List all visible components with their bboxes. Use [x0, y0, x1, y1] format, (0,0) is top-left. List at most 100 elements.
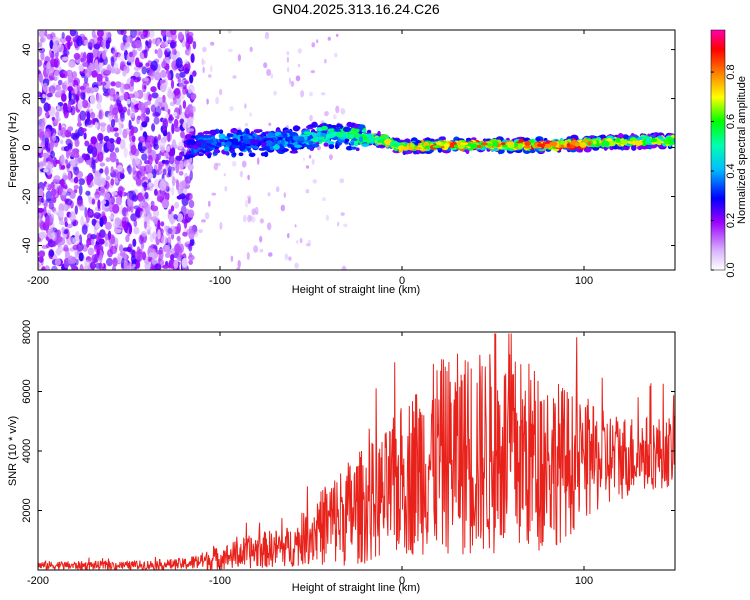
heatmap-speckle — [38, 256, 44, 263]
heatmap-speckle — [50, 188, 57, 197]
heatmap-speckle — [154, 188, 158, 196]
heatmap-speckle — [138, 234, 144, 245]
heatmap-speckle — [44, 141, 49, 149]
heatmap-speckle — [80, 92, 86, 100]
heatmap-signal-cell — [587, 141, 592, 146]
heatmap-speckle — [85, 190, 91, 196]
heatmap-speckle — [122, 216, 129, 225]
heatmap-signal-cell — [248, 152, 256, 158]
heatmap-speckle — [38, 59, 43, 67]
heatmap-y-tick-label: 0 — [21, 144, 33, 150]
heatmap-speckle — [112, 107, 119, 116]
heatmap-speckle — [132, 238, 137, 247]
heatmap-signal-cell — [361, 129, 367, 133]
heatmap-signal-cell — [202, 150, 206, 154]
heatmap-speckle — [116, 30, 125, 35]
heatmap-speckle — [340, 212, 345, 216]
heatmap-signal-cell — [600, 134, 606, 139]
heatmap-speckle — [42, 93, 46, 99]
heatmap-speckle — [341, 265, 347, 270]
heatmap-speckle — [167, 227, 173, 235]
heatmap-speckle — [232, 75, 237, 79]
heatmap-signal-cell — [225, 141, 232, 147]
heatmap-signal-cell — [278, 134, 283, 138]
heatmap-speckle — [213, 162, 219, 171]
heatmap-signal-cell — [328, 141, 335, 145]
heatmap-speckle — [74, 30, 79, 37]
heatmap-speckle — [52, 132, 57, 142]
heatmap-signal-cell — [272, 144, 280, 150]
heatmap-speckle — [179, 181, 186, 191]
heatmap-signal-cell — [579, 142, 587, 148]
heatmap-speckle — [327, 36, 331, 41]
heatmap-signal-cell — [350, 141, 355, 146]
heatmap-speckle — [78, 184, 83, 196]
heatmap-signal-cell — [663, 139, 670, 145]
heatmap-signal-cell — [335, 142, 339, 150]
heatmap-speckle — [111, 169, 119, 178]
heatmap-speckle — [286, 232, 290, 239]
heatmap-speckle — [81, 224, 88, 235]
heatmap-speckle — [109, 245, 118, 255]
heatmap-speckle — [161, 199, 170, 209]
heatmap-speckle — [157, 134, 161, 141]
heatmap-speckle — [89, 209, 93, 216]
heatmap-signal-cell — [549, 141, 558, 147]
heatmap-speckle — [141, 153, 148, 161]
heatmap-speckle — [157, 48, 163, 59]
heatmap-speckle — [340, 108, 346, 115]
heatmap-speckle — [80, 215, 85, 227]
heatmap-speckle — [167, 72, 172, 81]
heatmap-speckle — [168, 154, 175, 165]
heatmap-speckle — [244, 199, 249, 208]
heatmap-speckle — [76, 90, 82, 97]
heatmap-speckle — [174, 243, 181, 254]
heatmap-speckle — [62, 49, 70, 57]
heatmap-speckle — [175, 50, 181, 58]
colorbar — [710, 29, 726, 271]
heatmap-speckle — [52, 36, 60, 45]
heatmap-speckle — [53, 157, 58, 168]
heatmap-signal-cell — [189, 140, 197, 145]
heatmap-speckle — [49, 39, 54, 50]
heatmap-speckle — [148, 39, 152, 45]
heatmap-signal-cell — [506, 141, 515, 145]
heatmap-speckle — [133, 226, 140, 235]
heatmap-speckle — [68, 150, 72, 157]
heatmap-speckle — [67, 40, 71, 50]
heatmap-signal-cell — [329, 128, 335, 132]
heatmap-speckle — [167, 236, 172, 247]
heatmap-speckle — [142, 30, 148, 38]
heatmap-speckle — [201, 58, 204, 66]
heatmap-speckle — [61, 93, 67, 102]
heatmap-speckle — [53, 175, 61, 183]
heatmap-speckle — [237, 260, 241, 268]
heatmap-speckle — [122, 91, 129, 101]
heatmap-speckle — [115, 81, 122, 88]
heatmap-y-tick-label: -40 — [21, 238, 33, 254]
heatmap-speckle — [169, 41, 177, 49]
heatmap-speckle — [324, 58, 327, 64]
heatmap-speckle — [77, 99, 83, 111]
heatmap-speckle — [45, 110, 50, 118]
heatmap-signal-cell — [342, 126, 352, 132]
heatmap-signal-cell — [486, 143, 493, 147]
heatmap-speckle — [215, 96, 220, 105]
heatmap-signal-cell — [354, 132, 360, 139]
heatmap-speckle — [159, 228, 164, 235]
heatmap-speckle — [60, 139, 64, 145]
heatmap-speckle — [174, 87, 181, 99]
heatmap-speckle — [108, 88, 116, 97]
heatmap-speckle — [132, 158, 136, 168]
heatmap-speckle — [89, 38, 95, 48]
heatmap-signal-cell — [304, 135, 308, 141]
heatmap-speckle — [96, 93, 103, 104]
heatmap-speckle — [45, 215, 50, 227]
heatmap-signal-cell — [649, 138, 658, 143]
heatmap-speckle — [167, 35, 171, 44]
heatmap-speckle — [150, 60, 158, 72]
heatmap-speckle — [135, 57, 140, 67]
snr-x-tick-label: -100 — [209, 575, 231, 587]
heatmap-speckle — [167, 108, 171, 115]
heatmap-speckle — [46, 61, 51, 70]
